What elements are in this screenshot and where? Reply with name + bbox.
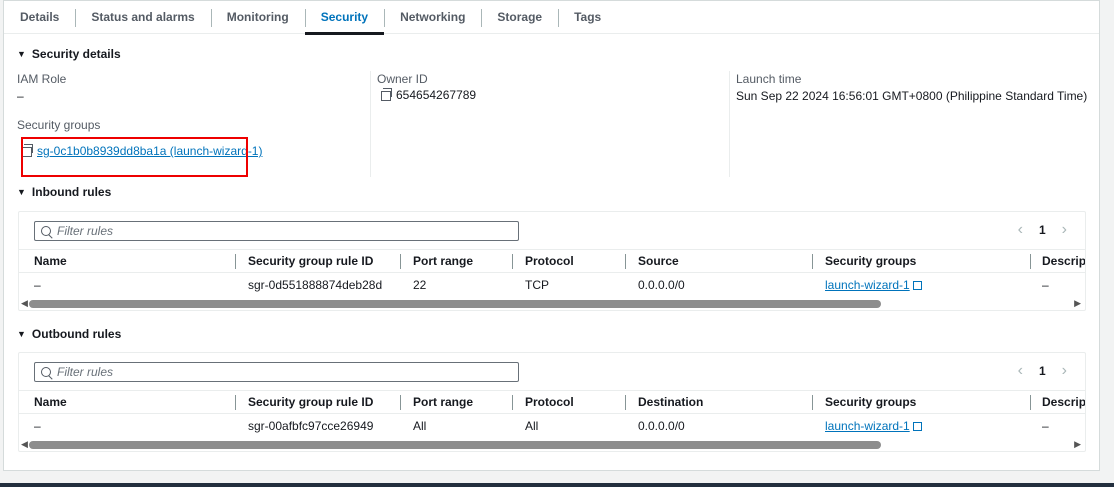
scroll-left-icon[interactable]: ◀ [21, 439, 28, 449]
inbound-rules-toggle[interactable]: ▼ Inbound rules [17, 185, 111, 199]
page-number[interactable]: 1 [1038, 364, 1046, 378]
iam-role-label: IAM Role [17, 72, 67, 86]
section-title: Security details [31, 47, 121, 61]
caret-down-icon: ▼ [17, 329, 26, 339]
cell-protocol: All [525, 419, 539, 433]
column-header[interactable]: Source [638, 254, 679, 268]
divider [370, 71, 371, 177]
column-header[interactable]: Port range [413, 254, 474, 268]
horizontal-scrollbar[interactable]: ◀ ▶ [19, 298, 1085, 310]
scroll-right-icon[interactable]: ▶ [1074, 439, 1081, 449]
prev-page-icon[interactable]: ‹ [1017, 362, 1023, 379]
column-header[interactable]: Port range [413, 395, 474, 409]
page-number[interactable]: 1 [1038, 223, 1046, 237]
cell-port-range: All [413, 419, 427, 433]
search-icon [41, 367, 51, 377]
launch-time-value: Sun Sep 22 2024 16:56:01 GMT+0800 (Phili… [736, 89, 1088, 103]
column-header[interactable]: Protocol [525, 254, 574, 268]
header-row [19, 390, 1085, 414]
pagination: ‹ 1 › [1018, 362, 1067, 380]
cell-description: – [1042, 419, 1049, 433]
tab-networking[interactable]: Networking [384, 1, 481, 34]
prev-page-icon[interactable]: ‹ [1017, 221, 1023, 238]
column-header[interactable]: Destination [638, 395, 704, 409]
cell-port-range: 22 [413, 278, 427, 292]
cell-rule-id: sgr-0d551888874deb28d [248, 278, 383, 292]
security-group-link[interactable]: sg-0c1b0b8939dd8ba1a (launch-wizard-1) [37, 144, 263, 158]
tab-status-and-alarms[interactable]: Status and alarms [75, 1, 210, 34]
cell-rule-id: sgr-00afbfc97cce26949 [248, 419, 374, 433]
tab-tags[interactable]: Tags [558, 1, 617, 34]
column-header[interactable]: Name [34, 254, 67, 268]
column-header[interactable]: Descripti [1042, 254, 1086, 268]
column-header[interactable]: Name [34, 395, 67, 409]
owner-id-label: Owner ID [377, 72, 428, 86]
inbound-filter-input[interactable]: Filter rules [34, 221, 519, 241]
iam-role-value: – [17, 89, 24, 103]
cell-destination: 0.0.0.0/0 [638, 419, 685, 433]
external-link-icon [912, 422, 922, 431]
owner-id-value: 654654267789 [396, 88, 477, 102]
launch-time-label: Launch time [736, 72, 802, 86]
caret-down-icon: ▼ [17, 49, 26, 59]
outbound-rules-table: Filter rules ‹ 1 › Name Security group rul… [18, 352, 1086, 452]
inbound-rules-table: Filter rules ‹ 1 › Name Security group rul… [18, 211, 1086, 311]
divider [729, 71, 730, 177]
cell-name: – [34, 278, 41, 292]
column-header[interactable]: Security group rule ID [248, 395, 374, 409]
search-icon [41, 226, 51, 236]
column-header[interactable]: Security groups [825, 395, 917, 409]
section-title: Outbound rules [31, 327, 122, 341]
horizontal-scrollbar[interactable]: ◀ ▶ [19, 439, 1085, 451]
highlight-box [21, 137, 248, 177]
scroll-right-icon[interactable]: ▶ [1074, 298, 1081, 308]
pagination: ‹ 1 › [1018, 221, 1067, 239]
external-link-icon [912, 281, 922, 290]
column-header[interactable]: Protocol [525, 395, 574, 409]
column-header[interactable]: Security groups [825, 254, 917, 268]
security-group-link[interactable]: launch-wizard-1 [825, 278, 910, 292]
outbound-filter-input[interactable]: Filter rules [34, 362, 519, 382]
security-group-link[interactable]: launch-wizard-1 [825, 419, 910, 433]
next-page-icon[interactable]: › [1061, 221, 1067, 238]
scrollbar-thumb[interactable] [29, 441, 881, 449]
tab-details[interactable]: Details [20, 10, 60, 24]
tab-storage[interactable]: Storage [481, 1, 558, 34]
bottom-bar [0, 483, 1114, 487]
placeholder: Filter rules [57, 224, 114, 238]
header-row [19, 249, 1085, 273]
security-details-toggle[interactable]: ▼ Security details [17, 47, 121, 61]
tab-security[interactable]: Security [304, 1, 385, 35]
cell-protocol: TCP [525, 278, 549, 292]
copy-icon[interactable] [381, 88, 392, 101]
outbound-rules-toggle[interactable]: ▼ Outbound rules [17, 327, 121, 341]
section-title: Inbound rules [31, 185, 112, 199]
tab-bar: Details Status and alarms Monitoring Sec… [4, 1, 1099, 35]
cell-source: 0.0.0.0/0 [638, 278, 685, 292]
column-header[interactable]: Descripti [1042, 395, 1086, 409]
placeholder: Filter rules [57, 365, 114, 379]
cell-name: – [34, 419, 41, 433]
security-groups-label: Security groups [17, 118, 101, 132]
cell-description: – [1042, 278, 1049, 292]
instance-details-panel: Details Status and alarms Monitoring Sec… [3, 0, 1100, 471]
caret-down-icon: ▼ [17, 187, 26, 197]
column-header[interactable]: Security group rule ID [248, 254, 374, 268]
scrollbar-thumb[interactable] [29, 300, 881, 308]
tab-monitoring[interactable]: Monitoring [210, 1, 305, 34]
next-page-icon[interactable]: › [1061, 362, 1067, 379]
scroll-left-icon[interactable]: ◀ [21, 298, 28, 308]
